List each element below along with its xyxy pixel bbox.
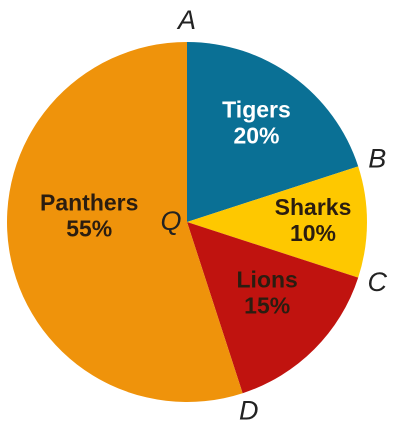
point-label: C xyxy=(367,267,387,297)
pie-slice xyxy=(187,42,359,222)
pie-slice xyxy=(7,42,243,402)
slice-name: Panthers xyxy=(40,190,138,216)
slice-value-label: 55% xyxy=(66,216,112,242)
point-label: A xyxy=(176,5,196,35)
point-label: B xyxy=(368,143,386,173)
pie-slice xyxy=(187,222,359,394)
slice-value-label: 15% xyxy=(244,292,290,318)
slice-value-label: 20% xyxy=(233,123,279,149)
slice-value-label: 10% xyxy=(290,220,336,246)
slice-name: Sharks xyxy=(275,194,352,220)
point-label: D xyxy=(239,395,259,425)
slice-name: Tigers xyxy=(222,97,291,123)
center-label: Q xyxy=(160,206,181,236)
slice-name: Lions xyxy=(237,266,298,292)
pie-slice xyxy=(187,166,368,278)
